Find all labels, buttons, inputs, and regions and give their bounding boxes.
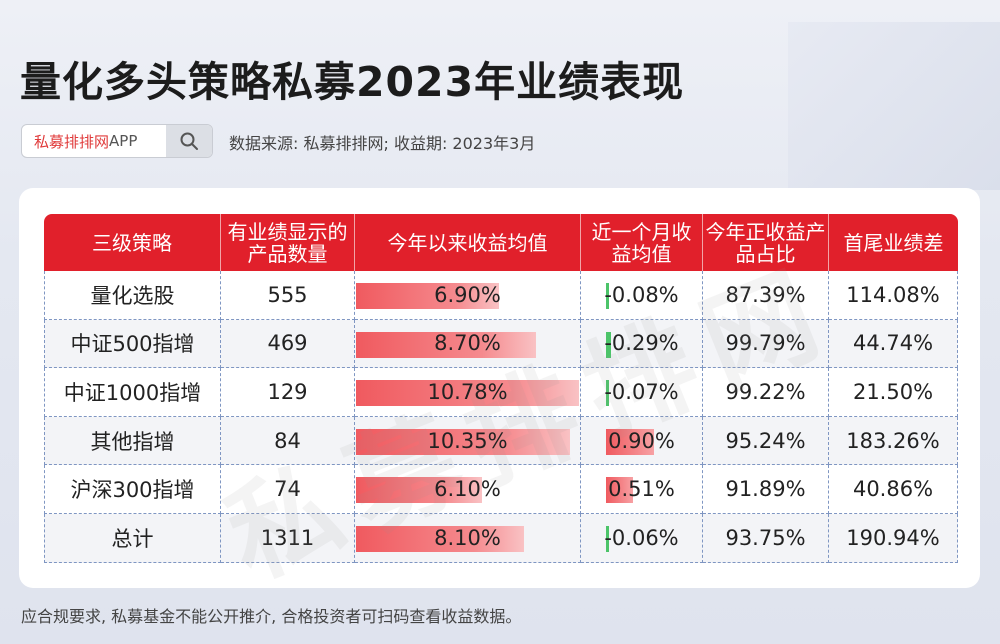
search-box[interactable]: 私募排排网 APP — [21, 124, 213, 158]
table-row: 其他指增 84 10.35% 0.90% 95.24% 183.26% — [44, 416, 958, 466]
strategy-cell: 沪深300指增 — [44, 465, 221, 514]
search-icon — [180, 132, 198, 150]
positive-cell: 99.79% — [703, 319, 829, 369]
month-cell: 0.90% — [581, 416, 703, 466]
ytd-label: 10.35% — [427, 428, 508, 453]
ytd-label: 6.90% — [434, 282, 501, 307]
month-cell: -0.07% — [581, 368, 703, 417]
count-cell: 555 — [221, 271, 355, 320]
spread-cell: 114.08% — [829, 271, 958, 320]
month-label: 0.90% — [608, 428, 675, 453]
col-header-count: 有业绩显示的产品数量 — [221, 214, 355, 271]
performance-table: 三级策略 有业绩显示的产品数量 今年以来收益均值 近一个月收益均值 今年正收益产… — [44, 214, 958, 563]
month-cell: -0.29% — [581, 319, 703, 369]
table-row: 沪深300指增 74 6.10% 0.51% 91.89% 40.86% — [44, 465, 958, 514]
month-label: 0.51% — [608, 477, 675, 502]
ytd-label: 8.70% — [434, 331, 501, 356]
month-bar — [606, 331, 612, 358]
spread-cell: 190.94% — [829, 513, 958, 563]
table-row: 中证500指增 469 8.70% -0.29% 99.79% 44.74% — [44, 319, 958, 369]
month-cell: -0.06% — [581, 513, 703, 563]
ytd-label: 8.10% — [434, 525, 501, 550]
ytd-cell: 8.70% — [355, 319, 581, 369]
table-row: 中证1000指增 129 10.78% -0.07% 99.22% 21.50% — [44, 368, 958, 417]
month-cell: -0.08% — [581, 271, 703, 320]
month-bar — [606, 525, 609, 552]
col-header-month: 近一个月收益均值 — [581, 214, 703, 271]
month-label: -0.06% — [604, 525, 679, 550]
strategy-cell: 其他指增 — [44, 416, 221, 466]
ytd-bar — [356, 428, 571, 455]
table-row-total: 总计 1311 8.10% -0.06% 93.75% 190.94% — [44, 513, 958, 563]
search-brand: 私募排排网 — [34, 132, 110, 151]
ytd-bar — [356, 477, 483, 504]
decorative-panel — [788, 22, 1000, 190]
count-cell: 1311 — [221, 513, 355, 563]
month-label: -0.07% — [604, 379, 679, 404]
ytd-cell: 10.78% — [355, 368, 581, 417]
spread-cell: 44.74% — [829, 319, 958, 369]
positive-cell: 93.75% — [703, 513, 829, 563]
positive-cell: 91.89% — [703, 465, 829, 514]
data-source: 数据来源: 私募排排网; 收益期: 2023年3月 — [229, 134, 536, 153]
ytd-bar — [356, 380, 579, 407]
month-bar — [606, 428, 654, 455]
ytd-bar — [356, 283, 499, 309]
col-header-ytd: 今年以来收益均值 — [355, 214, 581, 271]
month-label: -0.29% — [604, 331, 679, 356]
strategy-cell: 中证500指增 — [44, 319, 221, 369]
ytd-label: 6.10% — [434, 477, 501, 502]
positive-cell: 95.24% — [703, 416, 829, 466]
col-header-count-text: 有业绩显示的产品数量 — [227, 219, 348, 266]
count-cell: 74 — [221, 465, 355, 514]
month-bar — [606, 477, 634, 504]
count-cell: 129 — [221, 368, 355, 417]
month-bar — [606, 380, 609, 407]
spread-cell: 40.86% — [829, 465, 958, 514]
month-label: -0.08% — [604, 282, 679, 307]
strategy-cell: 中证1000指增 — [44, 368, 221, 417]
table-row: 量化选股 555 6.90% -0.08% 87.39% 114.08% — [44, 271, 958, 320]
strategy-cell: 量化选股 — [44, 271, 221, 320]
col-header-month-text: 近一个月收益均值 — [591, 219, 692, 266]
ytd-label: 10.78% — [427, 379, 508, 404]
ytd-cell: 10.35% — [355, 416, 581, 466]
col-header-positive: 今年正收益产品占比 — [703, 214, 829, 271]
search-suffix: APP — [109, 132, 138, 150]
ytd-cell: 6.10% — [355, 465, 581, 514]
strategy-cell: 总计 — [44, 513, 221, 563]
spread-cell: 183.26% — [829, 416, 958, 466]
search-label: 私募排排网 APP — [22, 125, 166, 157]
count-cell: 469 — [221, 319, 355, 369]
ytd-bar — [356, 331, 536, 358]
ytd-bar — [356, 525, 524, 552]
count-cell: 84 — [221, 416, 355, 466]
ytd-cell: 8.10% — [355, 513, 581, 563]
month-bar — [606, 283, 609, 309]
ytd-cell: 6.90% — [355, 271, 581, 320]
page-title: 量化多头策略私募2023年业绩表现 — [20, 58, 685, 106]
col-header-positive-text: 今年正收益产品占比 — [705, 219, 826, 266]
col-header-spread: 首尾业绩差 — [829, 214, 958, 271]
compliance-note: 应合规要求, 私募基金不能公开推介, 合格投资者可扫码查看收益数据。 — [21, 607, 522, 626]
positive-cell: 87.39% — [703, 271, 829, 320]
month-cell: 0.51% — [581, 465, 703, 514]
col-header-strategy: 三级策略 — [44, 214, 221, 271]
search-button[interactable] — [166, 125, 212, 157]
spread-cell: 21.50% — [829, 368, 958, 417]
table-header-row: 三级策略 有业绩显示的产品数量 今年以来收益均值 近一个月收益均值 今年正收益产… — [44, 214, 958, 271]
positive-cell: 99.22% — [703, 368, 829, 417]
